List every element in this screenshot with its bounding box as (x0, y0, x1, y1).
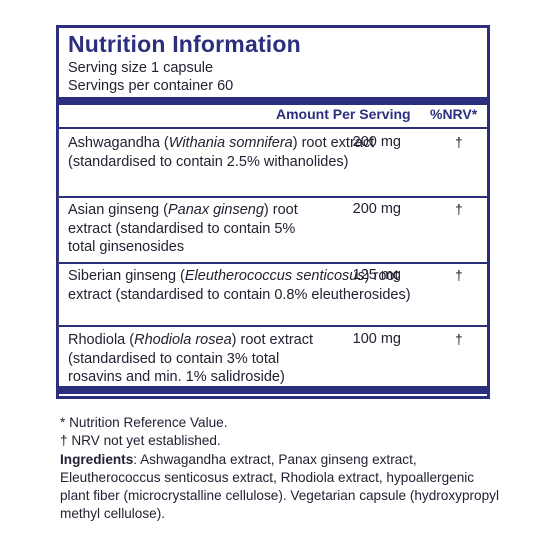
row-divider (59, 262, 487, 264)
ingredient-nrv-rhodiola: † (455, 331, 463, 347)
nrv-column-header: %NRV* (430, 106, 478, 122)
row-divider (59, 325, 487, 327)
ingredient-nrv-ashwagandha: † (455, 134, 463, 150)
ingredient-amount-rhodiola: 100 mg (352, 331, 401, 347)
ingredient-amount-asian-ginseng: 200 mg (352, 201, 401, 217)
footnote-nrv: * Nutrition Reference Value. (60, 415, 228, 430)
ingredient-name-asian-ginseng: Asian ginseng (Panax ginseng) root extra… (68, 202, 298, 255)
footnote-dagger: † NRV not yet established. (60, 433, 221, 448)
ingredient-nrv-siberian-ginseng: † (455, 267, 463, 283)
servings-per-container: Servings per container 60 (68, 78, 234, 94)
ingredient-name-rhodiola: Rhodiola (Rhodiola rosea) root extract (… (68, 332, 314, 385)
row-divider (59, 196, 487, 198)
ingredients-text: : Ashwagandha extract, Panax ginseng ext… (60, 452, 499, 521)
ingredient-amount-siberian-ginseng: 125 mg (352, 267, 401, 283)
ingredient-name-siberian-ginseng: Siberian ginseng (Eleutherococcus sentic… (68, 268, 411, 303)
ingredients-statement: Ingredients: Ashwagandha extract, Panax … (60, 451, 500, 523)
ingredient-nrv-asian-ginseng: † (455, 201, 463, 217)
nutrition-panel: Nutrition Information Serving size 1 cap… (56, 25, 490, 399)
left-border-line (57, 127, 59, 381)
panel-title: Nutrition Information (68, 31, 301, 57)
ingredient-amount-ashwagandha: 200 mg (352, 134, 401, 150)
header-rule-top (59, 97, 487, 105)
serving-size: Serving size 1 capsule (68, 60, 214, 76)
ingredient-name-ashwagandha: Ashwagandha (Withania somnifera) root ex… (68, 135, 375, 170)
header-rule-bottom (59, 127, 487, 129)
amount-column-header: Amount Per Serving (276, 106, 411, 122)
ingredients-label: Ingredients (60, 452, 134, 467)
panel-bottom-rule (59, 386, 487, 394)
